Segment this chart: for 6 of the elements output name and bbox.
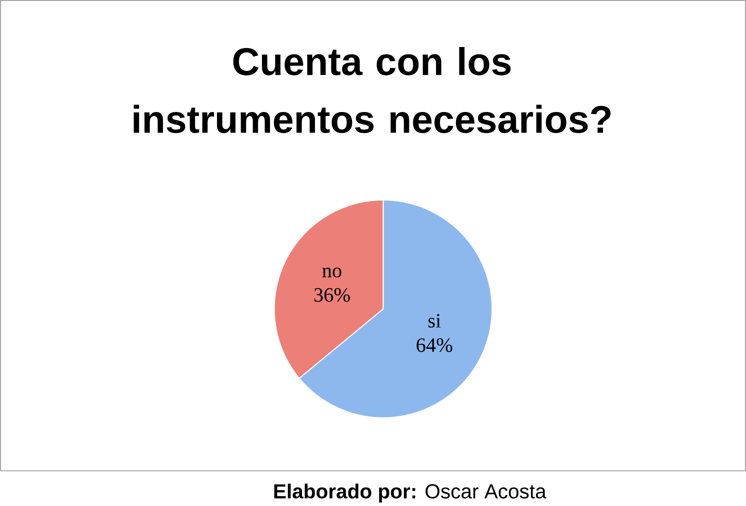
text: Elaborado por: Oscar Acosta bbox=[274, 484, 546, 503]
data-label: 64% bbox=[416, 338, 452, 352]
slice-label: no bbox=[322, 268, 342, 278]
data-label: 36% bbox=[314, 288, 350, 302]
chart-title: Cuenta con los instrumentos necesarios? bbox=[134, 47, 611, 134]
slice-label: si bbox=[428, 314, 441, 328]
